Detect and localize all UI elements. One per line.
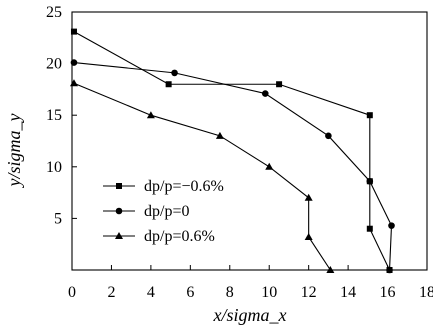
series-2 (70, 59, 395, 274)
data-point (215, 131, 224, 139)
y-tick-label: 25 (46, 4, 62, 21)
legend-marker (116, 183, 122, 189)
plot-frame (71, 11, 428, 271)
legend-label: dp/p=−0.6% (144, 178, 224, 195)
data-point (171, 69, 178, 77)
y-tick-label: 5 (54, 210, 62, 227)
data-point (70, 28, 77, 35)
y-axis-label: y/sigma_y (4, 113, 24, 188)
data-point (261, 90, 269, 97)
data-point (146, 111, 155, 119)
data-point (325, 132, 332, 140)
series-3 (69, 79, 335, 273)
legend-label: dp/p=0 (144, 203, 189, 220)
tick-marks (71, 11, 428, 270)
tick-labels: 0 2 4 6 8 10 12 14 16 18 5 10 15 20 25 (46, 4, 433, 301)
data-point (326, 266, 335, 273)
data-point (265, 162, 274, 170)
x-axis-label: x/sigma_x (213, 305, 287, 325)
legend-marker (115, 207, 123, 215)
x-tick-label: 16 (380, 284, 396, 301)
legend-marker (115, 232, 123, 239)
x-tick-label: 2 (107, 284, 115, 301)
legend-item: dp/p=0.6% (103, 228, 215, 245)
x-tick-label: 10 (261, 284, 277, 301)
x-tick-label: 4 (147, 284, 155, 301)
data-point (165, 81, 172, 88)
y-tick-label: 15 (46, 107, 62, 124)
series-layer (69, 28, 395, 274)
x-tick-label: 0 (68, 284, 76, 301)
y-tick-label: 10 (46, 159, 62, 176)
data-point (69, 79, 78, 87)
data-point (304, 232, 313, 240)
data-point (276, 81, 283, 88)
data-point (304, 193, 313, 201)
legend: dp/p=−0.6% dp/p=0 dp/p=0.6% (103, 178, 224, 245)
legend-item: dp/p=0 (103, 203, 189, 220)
y-tick-label: 20 (46, 56, 62, 73)
legend-label: dp/p=0.6% (144, 228, 215, 245)
x-tick-label: 18 (419, 284, 433, 301)
data-point (366, 225, 373, 232)
data-point (388, 222, 395, 229)
x-tick-label: 8 (226, 284, 234, 301)
legend-item: dp/p=−0.6% (103, 178, 224, 195)
data-point (70, 59, 78, 66)
data-point (366, 177, 374, 185)
x-tick-label: 6 (186, 284, 194, 301)
data-point (386, 266, 393, 274)
x-tick-label: 14 (340, 284, 356, 301)
data-point (366, 112, 373, 119)
x-tick-label: 12 (301, 284, 317, 301)
plot-area (71, 11, 428, 271)
